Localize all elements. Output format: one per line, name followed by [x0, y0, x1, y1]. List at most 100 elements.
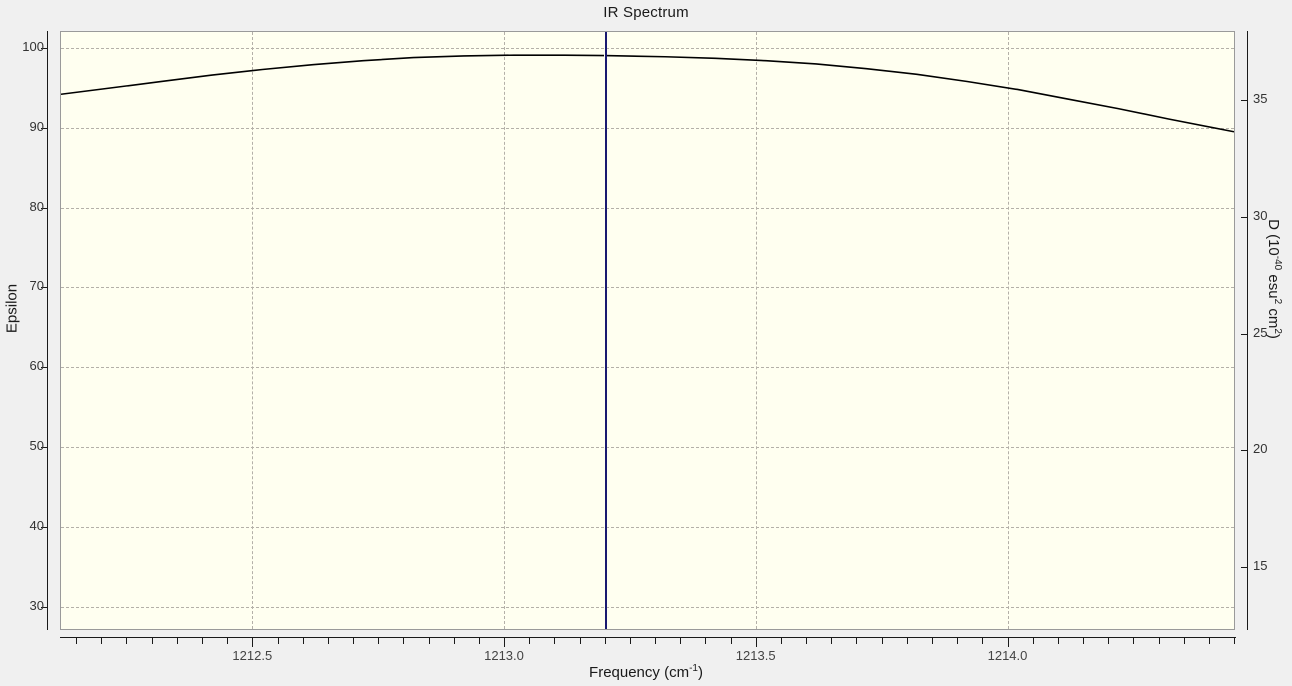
bottom-axis-tick-minor	[478, 638, 480, 644]
bottom-axis-tick-minor	[529, 638, 531, 644]
bottom-axis-tick-minor	[1234, 638, 1235, 644]
right-axis-title-tail: esu2 cm2)	[1265, 270, 1283, 339]
left-axis-tick-label: 60	[29, 358, 44, 374]
curve-polyline	[61, 54, 1234, 133]
bottom-axis-tick-minor	[806, 638, 808, 644]
left-axis-tick	[41, 127, 48, 129]
bottom-axis-tick-minor	[629, 638, 631, 644]
gridline-horizontal	[61, 447, 1234, 448]
bottom-axis-tick-minor	[1133, 638, 1135, 644]
bottom-axis-tick-label: 1213.0	[484, 648, 524, 663]
bottom-axis-tick-minor	[227, 638, 229, 644]
right-axis-tick-label: 15	[1253, 558, 1268, 574]
bottom-axis-tick-minor	[881, 638, 883, 644]
right-axis-tick	[1241, 216, 1248, 218]
bottom-axis-tick-major	[755, 638, 757, 647]
bottom-axis-tick-minor	[680, 638, 682, 644]
bottom-axis-title-exponent: -1	[689, 663, 698, 674]
right-axis-tick-label: 35	[1253, 91, 1268, 107]
bottom-axis-tick-minor	[604, 638, 606, 644]
bottom-axis-tick-minor	[302, 638, 304, 644]
bottom-axis-title-tail: )	[697, 664, 703, 681]
bottom-axis-tick-major	[504, 638, 505, 647]
left-axis-spine	[47, 31, 48, 630]
gridline-horizontal	[61, 48, 1234, 49]
bottom-axis-tick-minor	[453, 638, 455, 644]
bottom-axis-tick-label: 1212.5	[232, 648, 273, 663]
bottom-axis-tick-minor	[1032, 638, 1034, 644]
bottom-axis-spine	[60, 637, 1236, 638]
gridline-horizontal	[61, 526, 1234, 528]
bottom-axis-tick-minor	[655, 638, 657, 644]
bottom-axis-tick-major	[252, 638, 254, 647]
bottom-axis-tick-minor	[101, 638, 103, 644]
bottom-axis-tick-minor	[1158, 638, 1160, 644]
left-axis-tick	[41, 606, 48, 608]
plot-area[interactable]	[60, 31, 1235, 630]
left-axis-title: Epsilon	[3, 283, 21, 334]
bottom-axis-tick-minor	[428, 638, 430, 644]
data-curve	[61, 54, 1234, 133]
bottom-axis-tick-minor	[327, 638, 329, 644]
left-axis-tick	[41, 367, 48, 369]
gridline-vertical	[1007, 32, 1009, 629]
right-axis-tick-label: 20	[1253, 441, 1268, 457]
gridline-vertical	[504, 32, 505, 629]
bottom-axis-tick-minor	[931, 638, 933, 644]
bottom-axis-tick-minor	[403, 638, 405, 644]
chart-title: IR Spectrum	[603, 4, 689, 21]
gridline-horizontal	[61, 127, 1234, 129]
left-axis-tick	[41, 207, 48, 209]
bottom-axis-tick-minor	[126, 638, 128, 644]
bottom-axis-tick-minor	[780, 638, 782, 644]
left-axis-tick-label: 80	[29, 198, 44, 214]
bottom-axis-tick-minor	[906, 638, 908, 644]
bottom-axis-tick-minor	[831, 638, 833, 644]
bottom-axis-tick-minor	[1057, 638, 1059, 644]
bottom-axis-tick-minor	[176, 638, 178, 644]
left-axis-tick-label: 100	[22, 39, 44, 54]
left-axis-tick	[41, 447, 48, 448]
right-axis-title: D (10-40 esu2 cm2)	[1265, 219, 1283, 339]
right-axis-tick-label: 25	[1253, 324, 1268, 340]
bottom-axis-tick-minor	[277, 638, 279, 644]
bottom-axis-tick-minor	[353, 638, 354, 644]
gridline-vertical	[755, 32, 757, 629]
bottom-axis-tick-minor	[1183, 638, 1185, 644]
bottom-axis-tick-minor	[1208, 638, 1210, 644]
gridline-horizontal	[61, 287, 1234, 289]
bottom-axis-tick-minor	[202, 638, 203, 644]
bottom-axis-title: Frequency (cm-1)	[0, 663, 1292, 681]
bottom-axis-tick-major	[1007, 638, 1009, 647]
left-axis-tick	[41, 526, 48, 528]
bottom-axis-tick-minor	[982, 638, 984, 644]
gridline-horizontal	[61, 367, 1234, 369]
bottom-axis-tick-minor	[378, 638, 380, 644]
bottom-axis-tick-minor	[856, 638, 858, 644]
right-axis-tick	[1241, 333, 1248, 335]
right-axis-title-exponent: -40	[1272, 255, 1283, 271]
bottom-axis-tick-minor	[579, 638, 581, 644]
gridline-vertical	[252, 32, 254, 629]
left-axis-tick	[41, 287, 48, 289]
left-axis-tick-label: 70	[29, 278, 44, 294]
bottom-axis-tick-label: 1213.5	[735, 648, 776, 663]
left-axis-tick-label: 30	[29, 597, 44, 613]
bottom-axis-tick-minor	[151, 638, 153, 644]
right-axis-title-base: D (10	[1265, 219, 1282, 256]
bottom-axis-tick-minor	[1108, 638, 1110, 644]
bottom-axis-tick-minor	[705, 638, 707, 644]
right-axis-tick	[1241, 450, 1248, 452]
bottom-axis-tick-label: 1214.0	[987, 648, 1028, 663]
left-axis-tick-label: 90	[29, 118, 44, 134]
bottom-axis-tick-minor	[730, 638, 732, 644]
frequency-marker-line[interactable]	[603, 32, 607, 629]
bottom-axis-tick-minor	[1083, 638, 1084, 644]
bottom-axis-tick-minor	[554, 638, 556, 644]
left-axis-tick	[41, 48, 48, 49]
right-axis-tick	[1241, 567, 1248, 569]
right-axis-spine	[1247, 31, 1248, 630]
gridline-horizontal	[61, 606, 1234, 608]
right-axis-tick-label: 30	[1253, 207, 1268, 223]
